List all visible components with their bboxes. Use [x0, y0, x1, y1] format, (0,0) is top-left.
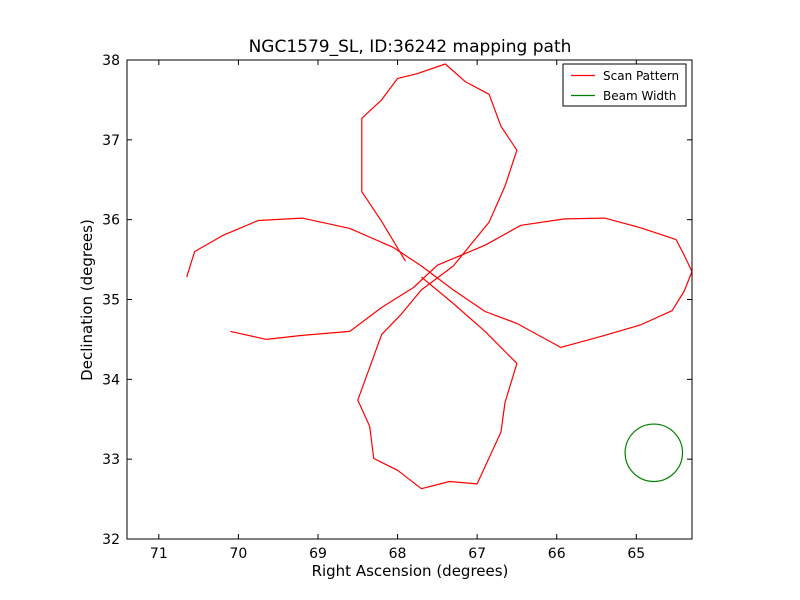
scan-pattern-path-2	[357, 63, 518, 490]
legend-label-beam: Beam Width	[603, 89, 676, 103]
y-axis-label: Declination (degrees)	[78, 219, 96, 381]
y-tick-label: 32	[102, 532, 120, 548]
x-tick-label: 69	[309, 546, 327, 562]
beam-width-circle	[624, 423, 684, 483]
legend: Scan Pattern Beam Width	[562, 63, 687, 107]
y-tick-label: 38	[102, 53, 120, 69]
axis-ticks: 71 70 69 68 67 66 65 32 33 34 35 36 37 38	[102, 53, 692, 562]
y-tick-label: 37	[102, 133, 120, 149]
y-tick-label: 36	[102, 213, 120, 229]
x-tick-label: 68	[389, 546, 407, 562]
x-tick-label: 66	[548, 546, 566, 562]
y-tick-label: 34	[102, 372, 120, 388]
y-tick-label: 33	[102, 452, 120, 468]
x-tick-label: 71	[150, 546, 168, 562]
x-tick-label: 67	[468, 546, 486, 562]
chart-title: NGC1579_SL, ID:36242 mapping path	[249, 37, 572, 57]
legend-box	[562, 63, 687, 107]
y-tick-label: 35	[102, 293, 120, 309]
x-tick-label: 65	[627, 546, 645, 562]
x-tick-label: 70	[229, 546, 247, 562]
x-axis-label: Right Ascension (degrees)	[312, 562, 509, 580]
legend-label-scan: Scan Pattern	[603, 69, 679, 83]
plot-content	[186, 63, 692, 490]
plot-area	[127, 60, 692, 539]
scan-pattern-path-1	[186, 217, 692, 348]
